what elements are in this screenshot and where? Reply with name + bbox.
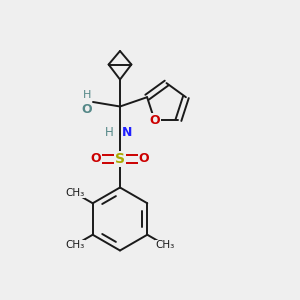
Text: S: S: [115, 152, 125, 166]
Text: N: N: [122, 125, 132, 139]
Text: H: H: [105, 125, 113, 139]
Text: CH₃: CH₃: [65, 188, 84, 198]
Text: O: O: [91, 152, 101, 166]
Text: CH₃: CH₃: [156, 240, 175, 250]
Text: CH₃: CH₃: [65, 240, 84, 250]
Text: O: O: [139, 152, 149, 166]
Text: H: H: [83, 90, 92, 100]
Text: O: O: [81, 103, 92, 116]
Text: O: O: [149, 113, 160, 127]
